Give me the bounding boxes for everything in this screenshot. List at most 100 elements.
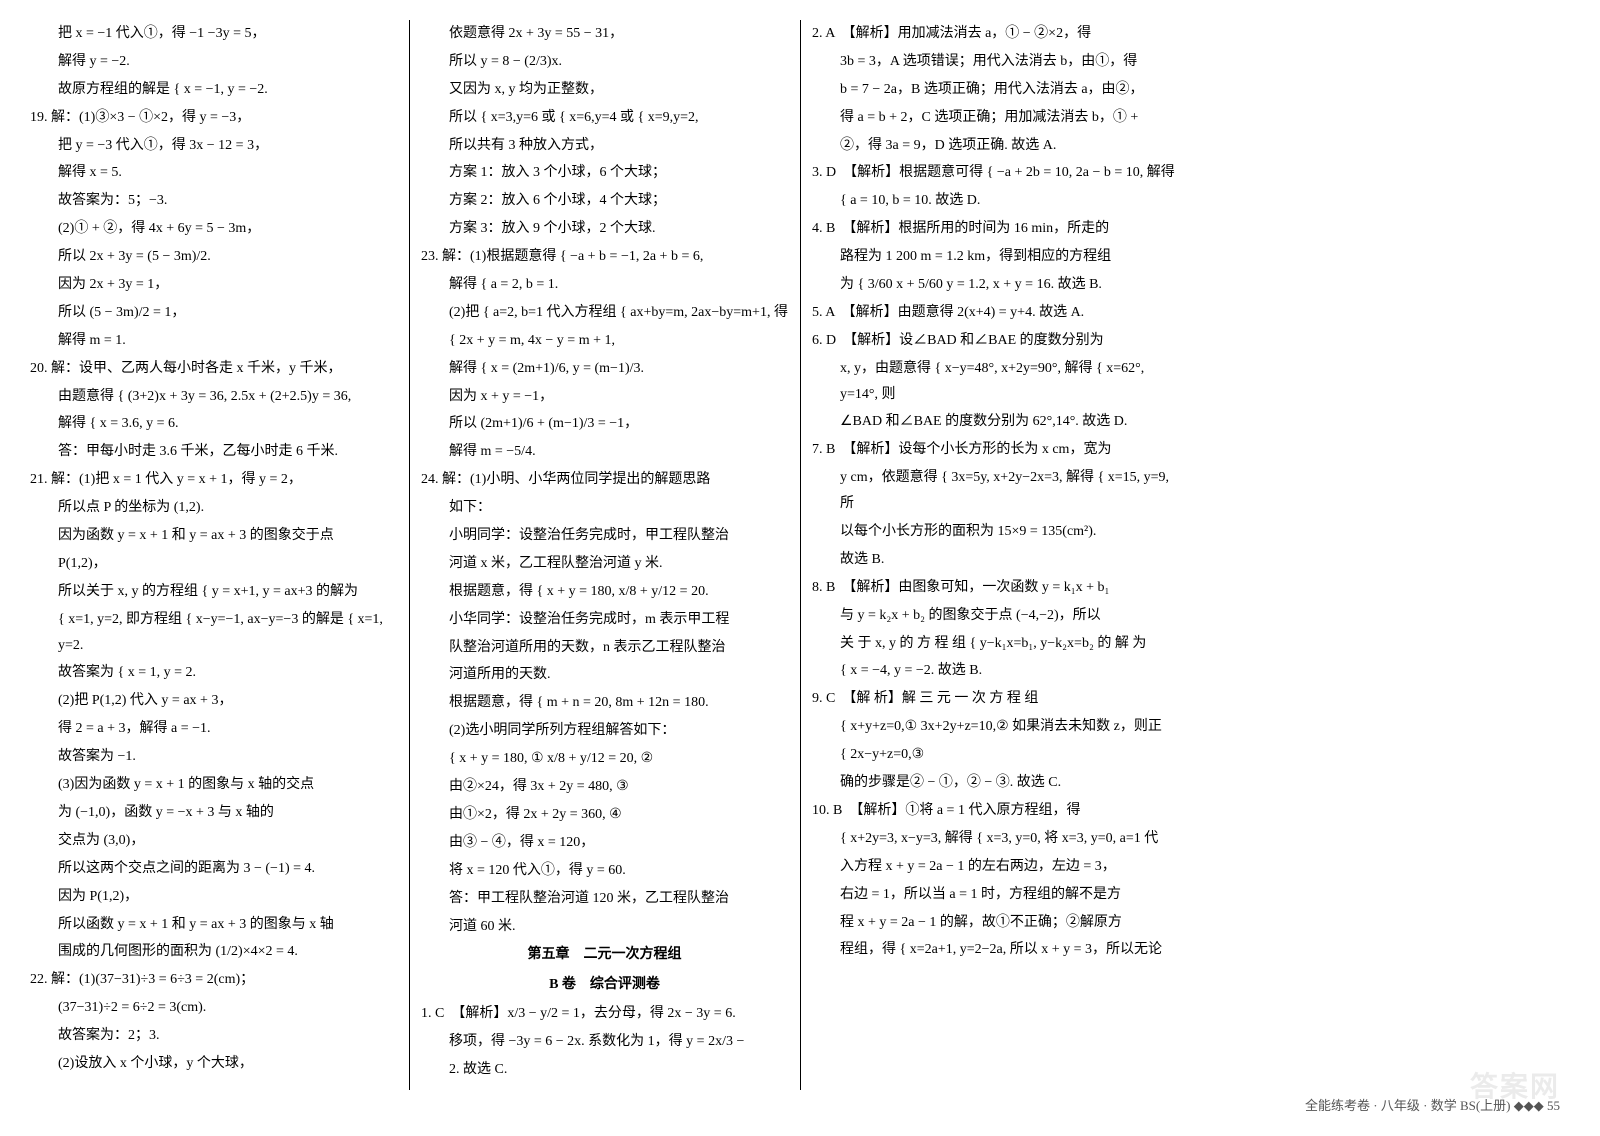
text-line: 小明同学：设整治任务完成时，甲工程队整治 bbox=[421, 522, 788, 550]
text-line: 3. D 【解析】根据题意可得 { −a + 2b = 10, 2a − b =… bbox=[812, 159, 1179, 187]
text-line: 答：甲工程队整治河道 120 米，乙工程队整治 bbox=[421, 885, 788, 913]
text-line: 方案 3：放入 9 个小球，2 个大球. bbox=[421, 215, 788, 243]
text-line: 4. B 【解析】根据所用的时间为 16 min，所走的 bbox=[812, 215, 1179, 243]
text-line: 所以这两个交点之间的距离为 3 − (−1) = 4. bbox=[30, 855, 397, 883]
text-line: 交点为 (3,0)， bbox=[30, 827, 397, 855]
text-line: { a = 10, b = 10. 故选 D. bbox=[812, 187, 1179, 215]
text-line: (37−31)÷2 = 6÷2 = 3(cm). bbox=[30, 994, 397, 1022]
text-line: 故选 B. bbox=[812, 546, 1179, 574]
text-line: 解得 { x = (2m+1)/6, y = (m−1)/3. bbox=[421, 355, 788, 383]
text-line: 为 { 3/60 x + 5/60 y = 1.2, x + y = 16. 故… bbox=[812, 271, 1179, 299]
text-line: 解得 { a = 2, b = 1. bbox=[421, 271, 788, 299]
text-line: 程组，得 { x=2a+1, y=2−2a, 所以 x + y = 3，所以无论 bbox=[812, 936, 1179, 964]
text-line: 与 y = k₂x + b₂ 的图象交于点 (−4,−2)，所以 bbox=[812, 602, 1179, 630]
text-line: 把 y = −3 代入①，得 3x − 12 = 3， bbox=[30, 132, 397, 160]
text-line: 由①×2，得 2x + 2y = 360, ④ bbox=[421, 801, 788, 829]
text-line: 10. B 【解析】①将 a = 1 代入原方程组，得 bbox=[812, 797, 1179, 825]
text-line: 右边 = 1，所以当 a = 1 时，方程组的解不是方 bbox=[812, 881, 1179, 909]
text-line: 关 于 x, y 的 方 程 组 { y−k₁x=b₁, y−k₂x=b₂ 的 … bbox=[812, 630, 1179, 658]
text-line: 确的步骤是② − ①，② − ③. 故选 C. bbox=[812, 769, 1179, 797]
text-line: 9. C 【解 析】解 三 元 一 次 方 程 组 bbox=[812, 685, 1179, 713]
text-line: 19. 解：(1)③×3 − ①×2，得 y = −3， bbox=[30, 104, 397, 132]
text-line: { 2x + y = m, 4x − y = m + 1, bbox=[421, 327, 788, 355]
text-line: 程 x + y = 2a − 1 的解，故①不正确；②解原方 bbox=[812, 909, 1179, 937]
text-line: 依题意得 2x + 3y = 55 − 31， bbox=[421, 20, 788, 48]
text-line: 由②×24，得 3x + 2y = 480, ③ bbox=[421, 773, 788, 801]
text-line: 根据题意，得 { m + n = 20, 8m + 12n = 180. bbox=[421, 689, 788, 717]
text-line: 入方程 x + y = 2a − 1 的左右两边，左边 = 3， bbox=[812, 853, 1179, 881]
text-line: 所以 (5 − 3m)/2 = 1， bbox=[30, 299, 397, 327]
text-line: 因为 2x + 3y = 1， bbox=[30, 271, 397, 299]
text-line: (2)把 { a=2, b=1 代入方程组 { ax+by=m, 2ax−by=… bbox=[421, 299, 788, 327]
text-line: { x + y = 180, ① x/8 + y/12 = 20, ② bbox=[421, 745, 788, 773]
text-line: 因为函数 y = x + 1 和 y = ax + 3 的图象交于点 bbox=[30, 522, 397, 550]
text-line: 所以 { x=3,y=6 或 { x=6,y=4 或 { x=9,y=2, bbox=[421, 104, 788, 132]
text-line: { x=1, y=2, 即方程组 { x−y=−1, ax−y=−3 的解是 {… bbox=[30, 606, 397, 660]
text-line: 队整治河道所用的天数，n 表示乙工程队整治 bbox=[421, 634, 788, 662]
text-line: 河道 x 米，乙工程队整治河道 y 米. bbox=[421, 550, 788, 578]
text-line: 所以共有 3 种放入方式， bbox=[421, 132, 788, 160]
text-line: 路程为 1 200 m = 1.2 km，得到相应的方程组 bbox=[812, 243, 1179, 271]
text-line: (2)选小明同学所列方程组解答如下： bbox=[421, 717, 788, 745]
text-line: P(1,2)， bbox=[30, 550, 397, 578]
text-line: 河道 60 米. bbox=[421, 913, 788, 941]
text-line: 故答案为：2；3. bbox=[30, 1022, 397, 1050]
text-line: 所以 y = 8 − (2/3)x. bbox=[421, 48, 788, 76]
text-line: 因为 P(1,2)， bbox=[30, 883, 397, 911]
text-line: 所以 (2m+1)/6 + (m−1)/3 = −1， bbox=[421, 410, 788, 438]
text-line: y cm，依题意得 { 3x=5y, x+2y−2x=3, 解得 { x=15,… bbox=[812, 464, 1179, 518]
text-line: 2. A 【解析】用加减法消去 a，① − ②×2，得 bbox=[812, 20, 1179, 48]
text-line: 3b = 3，A 选项错误；用代入法消去 b，由①，得 bbox=[812, 48, 1179, 76]
text-line: 由题意得 { (3+2)x + 3y = 36, 2.5x + (2+2.5)y… bbox=[30, 383, 397, 411]
text-line: 故答案为：5；−3. bbox=[30, 187, 397, 215]
text-line: 方案 1：放入 3 个小球，6 个大球； bbox=[421, 159, 788, 187]
text-line: ∠BAD 和∠BAE 的度数分别为 62°,14°. 故选 D. bbox=[812, 408, 1179, 436]
text-line: 因为 x + y = −1， bbox=[421, 383, 788, 411]
text-line: 由③ − ④，得 x = 120， bbox=[421, 829, 788, 857]
text-line: 将 x = 120 代入①，得 y = 60. bbox=[421, 857, 788, 885]
text-line: { x = −4, y = −2. 故选 B. bbox=[812, 657, 1179, 685]
text-line: 河道所用的天数. bbox=[421, 661, 788, 689]
text-line: 所以关于 x, y 的方程组 { y = x+1, y = ax+3 的解为 bbox=[30, 578, 397, 606]
text-line: 如下： bbox=[421, 494, 788, 522]
text-line: 7. B 【解析】设每个小长方形的长为 x cm，宽为 bbox=[812, 436, 1179, 464]
text-line: 小华同学：设整治任务完成时，m 表示甲工程 bbox=[421, 606, 788, 634]
text-line: 解得 x = 5. bbox=[30, 159, 397, 187]
page-columns: 把 x = −1 代入①，得 −1 −3y = 5，解得 y = −2.故原方程… bbox=[30, 20, 1570, 1090]
text-line: (3)因为函数 y = x + 1 的图象与 x 轴的交点 bbox=[30, 771, 397, 799]
text-line: 得 2 = a + 3，解得 a = −1. bbox=[30, 715, 397, 743]
text-line: 故答案为 −1. bbox=[30, 743, 397, 771]
text-line: 1. C 【解析】x/3 − y/2 = 1，去分母，得 2x − 3y = 6… bbox=[421, 1000, 788, 1028]
text-line: b = 7 − 2a，B 选项正确；用代入法消去 a，由②， bbox=[812, 76, 1179, 104]
text-line: 22. 解：(1)(37−31)÷3 = 6÷3 = 2(cm)； bbox=[30, 966, 397, 994]
text-line: (2)把 P(1,2) 代入 y = ax + 3， bbox=[30, 687, 397, 715]
text-line: 答：甲每小时走 3.6 千米，乙每小时走 6 千米. bbox=[30, 438, 397, 466]
text-line: 所以 2x + 3y = (5 − 3m)/2. bbox=[30, 243, 397, 271]
text-line: 所以点 P 的坐标为 (1,2). bbox=[30, 494, 397, 522]
text-line: 以每个小长方形的面积为 15×9 = 135(cm²). bbox=[812, 518, 1179, 546]
text-line: x, y，由题意得 { x−y=48°, x+2y=90°, 解得 { x=62… bbox=[812, 355, 1179, 409]
text-line: 移项，得 −3y = 6 − 2x. 系数化为 1，得 y = 2x/3 − bbox=[421, 1028, 788, 1056]
watermark: 答案网 bbox=[1470, 1062, 1560, 1114]
text-line: 2. 故选 C. bbox=[421, 1056, 788, 1084]
text-line: 8. B 【解析】由图象可知，一次函数 y = k₁x + b₁ bbox=[812, 574, 1179, 602]
text-line: 根据题意，得 { x + y = 180, x/8 + y/12 = 20. bbox=[421, 578, 788, 606]
text-line: 所以函数 y = x + 1 和 y = ax + 3 的图象与 x 轴 bbox=[30, 911, 397, 939]
text-line: 6. D 【解析】设∠BAD 和∠BAE 的度数分别为 bbox=[812, 327, 1179, 355]
text-line: 21. 解：(1)把 x = 1 代入 y = x + 1，得 y = 2， bbox=[30, 466, 397, 494]
text-line: 解得 y = −2. bbox=[30, 48, 397, 76]
text-line: { 2x−y+z=0,③ bbox=[812, 741, 1179, 769]
section-title: B 卷 综合评测卷 bbox=[421, 970, 788, 1000]
text-line: 解得 { x = 3.6, y = 6. bbox=[30, 410, 397, 438]
text-line: 故答案为 { x = 1, y = 2. bbox=[30, 659, 397, 687]
text-line: ②，得 3a = 9，D 选项正确. 故选 A. bbox=[812, 132, 1179, 160]
text-line: { x+2y=3, x−y=3, 解得 { x=3, y=0, 将 x=3, y… bbox=[812, 825, 1179, 853]
text-line: { x+y+z=0,① 3x+2y+z=10,② 如果消去未知数 z，则正 bbox=[812, 713, 1179, 741]
text-line: 解得 m = 1. bbox=[30, 327, 397, 355]
text-line: 把 x = −1 代入①，得 −1 −3y = 5， bbox=[30, 20, 397, 48]
text-line: 24. 解：(1)小明、小华两位同学提出的解题思路 bbox=[421, 466, 788, 494]
text-line: 得 a = b + 2，C 选项正确；用加减法消去 b，① + bbox=[812, 104, 1179, 132]
text-line: 为 (−1,0)，函数 y = −x + 3 与 x 轴的 bbox=[30, 799, 397, 827]
text-line: 方案 2：放入 6 个小球，4 个大球； bbox=[421, 187, 788, 215]
text-line: 故原方程组的解是 { x = −1, y = −2. bbox=[30, 76, 397, 104]
